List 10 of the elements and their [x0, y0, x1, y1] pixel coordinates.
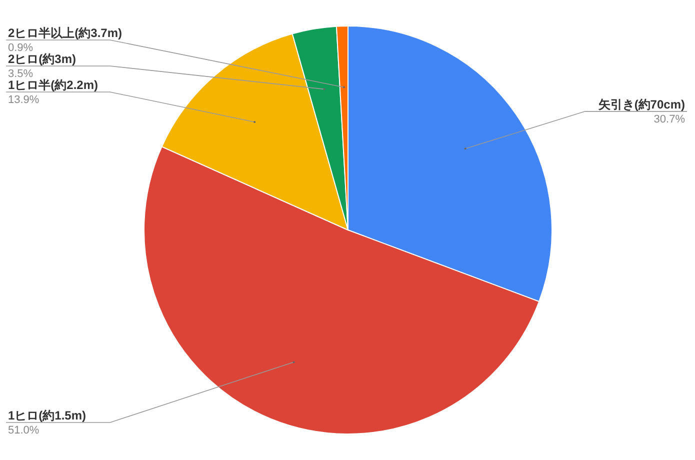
slice-label: 2ヒロ半以上(約3.7m): [8, 26, 122, 40]
slice-label: 1ヒロ半(約2.2m): [8, 78, 98, 92]
data-label: 3.5%: [8, 68, 34, 80]
slice-label: 1ヒロ(約1.5m): [8, 408, 86, 422]
data-label: 30.7%: [654, 113, 686, 126]
slice-label: 2ヒロ(約3m): [8, 52, 76, 66]
data-label: 13.9%: [8, 94, 40, 106]
data-label: 0.9%: [8, 42, 34, 54]
slice-label: 矢引き(約70cm): [597, 97, 685, 112]
data-label: 51.0%: [8, 424, 40, 436]
